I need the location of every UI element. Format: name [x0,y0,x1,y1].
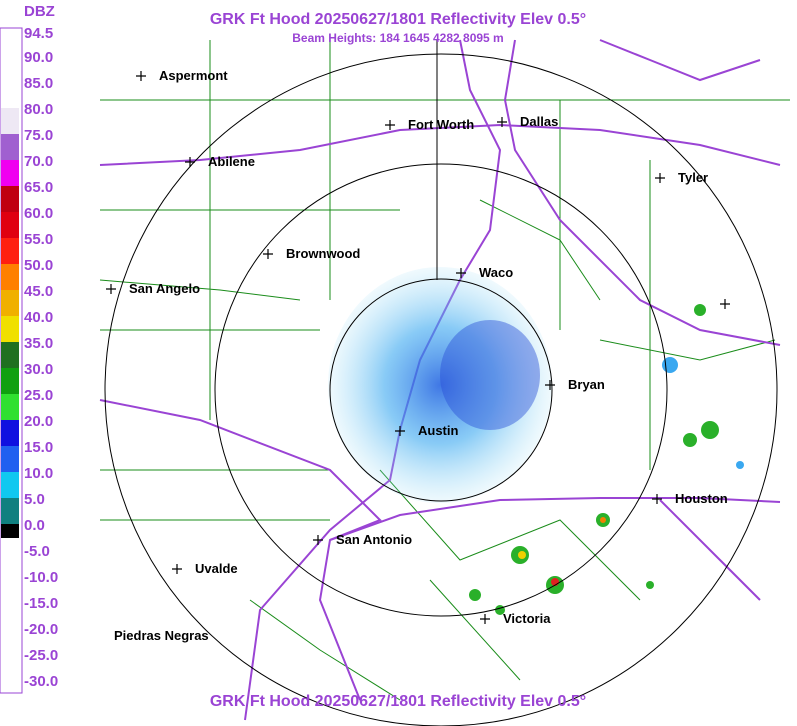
legend-label: 30.0 [24,361,53,378]
legend-label: 60.0 [24,205,53,222]
highways [99,39,781,721]
legend-label: 50.0 [24,257,53,274]
city-label: Aspermont [159,68,228,83]
city-label: Uvalde [195,561,238,576]
city-marker [395,426,405,436]
legend-label: -30.0 [24,673,58,690]
subtitle: Beam Heights: 184 1645 4282 8095 m [292,31,503,45]
radar-echo [328,267,552,503]
city-marker [263,249,273,259]
legend-label: -10.0 [24,569,58,586]
footer-title: GRK Ft Hood 20250627/1801 Reflectivity E… [210,693,586,710]
legend-label: 0.0 [24,517,45,534]
legend-label: 65.0 [24,179,53,196]
legend-label: 25.0 [24,387,53,404]
legend-label: 80.0 [24,101,53,118]
city-label: Tyler [678,170,708,185]
city-label: Waco [479,265,513,280]
city-marker [106,284,116,294]
city-marker [136,71,146,81]
city-label: Abilene [208,154,255,169]
title: GRK Ft Hood 20250627/1801 Reflectivity E… [210,11,586,28]
city-marker [172,564,182,574]
city-marker [720,299,730,309]
city-marker [655,173,665,183]
city-marker [385,120,395,130]
legend-label: 94.5 [24,25,53,42]
legend-label: -20.0 [24,621,58,638]
city-label: Piedras Negras [114,628,209,643]
legend-label: -15.0 [24,595,58,612]
county-lines [99,40,790,701]
legend-label: 75.0 [24,127,53,144]
city-marker [456,268,466,278]
city-label: Houston [675,491,728,506]
city-label: Bryan [568,377,605,392]
city-label: Victoria [503,611,551,626]
color-bar [0,27,23,694]
legend-label: 55.0 [24,231,53,248]
city-marker [480,614,490,624]
legend-label: 85.0 [24,75,53,92]
range-rings [104,53,778,726]
radar-echo [440,320,540,430]
legend-label: 45.0 [24,283,53,300]
legend-label: -25.0 [24,647,58,664]
city-label: Dallas [520,114,558,129]
legend-label: 70.0 [24,153,53,170]
legend-unit: DBZ [24,3,55,20]
city-marker [185,157,195,167]
city-marker [545,380,555,390]
city-label: San Angelo [129,281,200,296]
city-marker [497,117,507,127]
legend-label: 5.0 [24,491,45,508]
city-label: San Antonio [336,532,412,547]
legend-label: 20.0 [24,413,53,430]
legend-label: 15.0 [24,439,53,456]
city-label: Fort Worth [408,117,474,132]
city-marker [313,535,323,545]
legend-label: 90.0 [24,49,53,66]
legend-label: 10.0 [24,465,53,482]
legend-label: 40.0 [24,309,53,326]
city-label: Brownwood [286,246,360,261]
city-label: Austin [418,423,459,438]
legend-label: -5.0 [24,543,50,560]
legend-label: 35.0 [24,335,53,352]
city-marker [652,494,662,504]
